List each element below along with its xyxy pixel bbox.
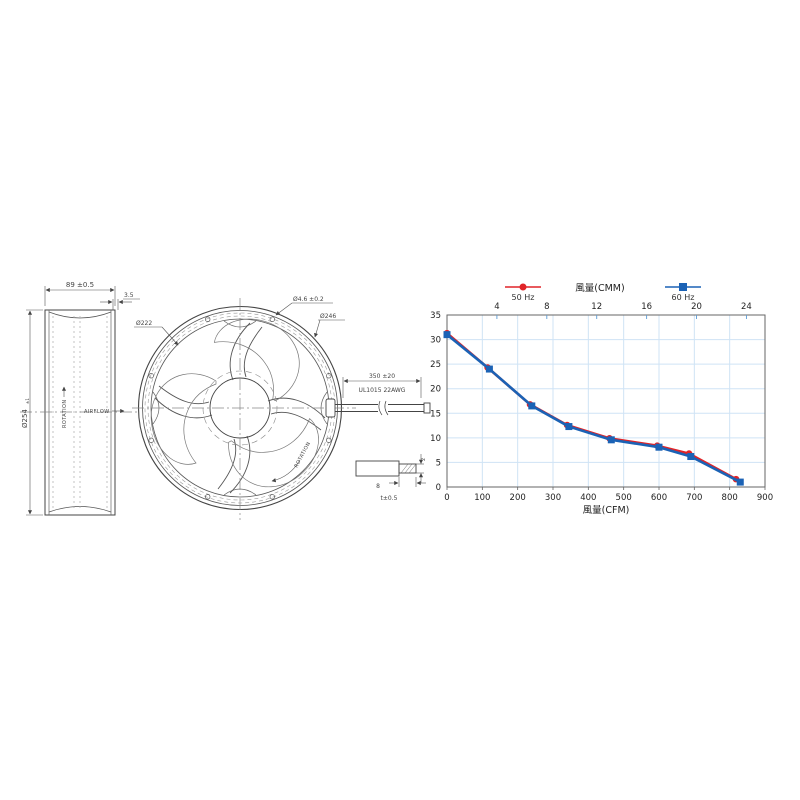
wire-spec-label: UL1015 22AWG <box>359 387 406 394</box>
top-tick-label: 24 <box>741 302 752 312</box>
lead-wire <box>325 398 431 418</box>
top-tick-label: 20 <box>691 302 702 312</box>
data-point-square <box>607 436 615 444</box>
x-tick-label: 900 <box>757 493 773 503</box>
fan-blade <box>150 373 217 465</box>
wire-end-detail-dimensions <box>389 454 426 487</box>
y-tick-label: 15 <box>430 409 441 419</box>
x-tick-label: 500 <box>616 493 632 503</box>
performance-chart: 4 8 12 16 20 24 0 100 200 300 400 500 600 700 800 900 … <box>430 283 773 516</box>
legend-50hz-circle-marker <box>519 283 527 291</box>
legend-60hz: 60 Hz <box>665 283 701 302</box>
wire-end-detail <box>355 460 417 477</box>
y-tick-label: 30 <box>430 336 441 346</box>
top-tick-label: 16 <box>641 302 652 312</box>
x-tick-label: 200 <box>510 493 526 503</box>
legend-60hz-square-marker <box>679 283 687 291</box>
data-point-square <box>443 331 451 339</box>
dim-inner-222: Ø222 <box>136 320 152 327</box>
side-rotation-label: ROTATION <box>62 399 68 428</box>
series-line-60-hz <box>446 333 741 484</box>
mounting-holes <box>148 316 332 500</box>
legend-50hz: 50 Hz <box>505 283 541 302</box>
top-tick-label: 12 <box>591 302 602 312</box>
top-tick-label: 4 <box>494 302 499 312</box>
y-tick-label: 0 <box>436 483 441 493</box>
x-tick-label: 300 <box>545 493 561 503</box>
dim-diameter-254: Ø254 <box>21 409 29 428</box>
data-point-square <box>528 402 536 410</box>
chart-y-axis-ticks: 0 5 10 15 20 25 30 35 <box>430 311 441 493</box>
front-view-dimensions <box>134 302 345 483</box>
y-tick-label: 25 <box>430 360 441 370</box>
data-point-square <box>485 365 493 373</box>
x-tick-label: 0 <box>444 493 449 503</box>
chart-series <box>443 329 744 486</box>
chart-gridlines <box>447 315 765 487</box>
data-point-square <box>687 453 695 461</box>
dim-width-89: 89 ±0.5 <box>66 281 94 289</box>
x-tick-label: 100 <box>474 493 490 503</box>
dim-end-2: 2 <box>421 457 427 461</box>
x-tick-label: 800 <box>722 493 738 503</box>
dim-wire-length: 350 ±20 <box>369 373 395 380</box>
dim-flange-3-5: 3.5 <box>124 292 134 299</box>
lead-wire-dimension <box>342 377 422 398</box>
chart-top-axis-label: 風量(CMM) <box>575 283 624 294</box>
y-tick-label: 5 <box>436 458 441 468</box>
chart-plot-border <box>446 314 766 488</box>
dim-thickness: t±0.5 <box>381 495 398 502</box>
data-point-square <box>736 478 744 486</box>
y-tick-label: 35 <box>430 311 441 321</box>
x-tick-label: 700 <box>686 493 702 503</box>
support-strut <box>229 322 263 381</box>
chart-bottom-axis-ticks: 0 100 200 300 400 500 600 700 800 900 <box>444 487 773 503</box>
legend-60hz-label: 60 Hz <box>672 293 695 302</box>
side-view-dimensions <box>26 286 140 516</box>
dim-outer-246: Ø246 <box>320 313 336 320</box>
side-airflow-label: AIRFLOW <box>84 409 110 415</box>
dim-diameter-254-tolerance: ±1 <box>25 398 30 404</box>
data-point-square <box>565 423 573 431</box>
top-tick-label: 8 <box>544 302 549 312</box>
x-tick-label: 600 <box>651 493 667 503</box>
dim-hole-4-6: Ø4.6 ±0.2 <box>293 296 324 303</box>
x-tick-label: 400 <box>580 493 596 503</box>
data-point-square <box>655 443 663 451</box>
y-tick-label: 20 <box>430 385 441 395</box>
legend-50hz-label: 50 Hz <box>512 293 535 302</box>
chart-top-axis-ticks: 4 8 12 16 20 24 <box>494 302 752 319</box>
chart-bottom-axis-label: 風量(CFM) <box>583 505 630 516</box>
y-tick-label: 10 <box>430 434 441 444</box>
dim-strip-8: 8 <box>376 483 380 490</box>
fan-side-view <box>20 309 140 516</box>
